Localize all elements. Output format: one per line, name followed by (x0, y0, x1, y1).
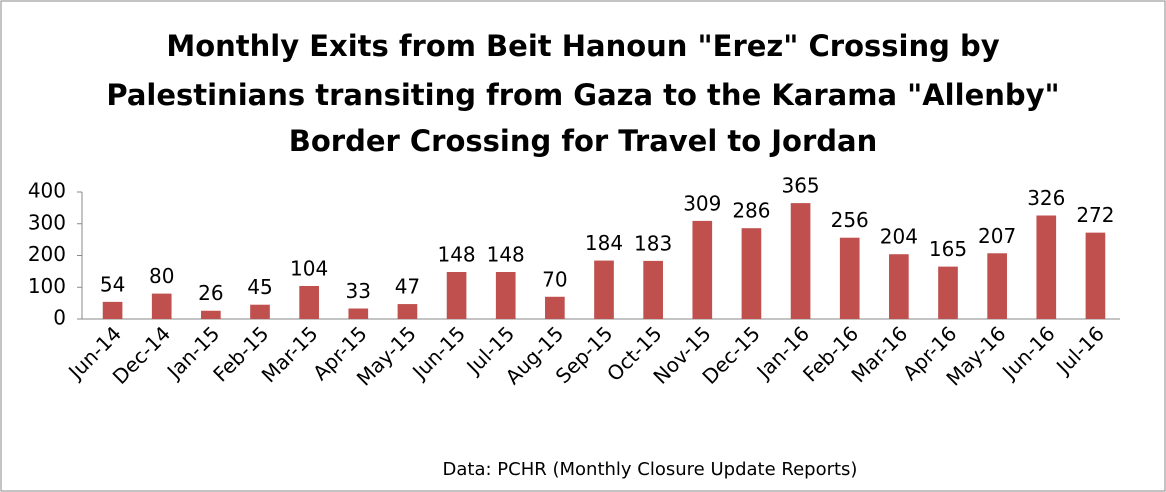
bar (594, 260, 614, 319)
data-label: 309 (683, 191, 721, 215)
data-label: 183 (634, 231, 672, 255)
bar (446, 272, 467, 319)
bar (495, 272, 516, 319)
data-label: 165 (929, 237, 967, 261)
data-label: 33 (346, 279, 371, 303)
data-label: 256 (831, 208, 869, 232)
bar (889, 254, 909, 319)
y-tick-label: 200 (28, 242, 66, 266)
data-label: 148 (437, 243, 475, 267)
data-label: 45 (247, 275, 272, 299)
source-note: Data: PCHR (Monthly Closure Update Repor… (443, 459, 858, 480)
y-tick-label: 400 (28, 179, 66, 203)
bar (790, 203, 811, 319)
data-label: 184 (585, 231, 623, 255)
y-tick-label: 0 (53, 306, 66, 330)
bar (250, 304, 270, 319)
data-label: 286 (732, 199, 770, 223)
bar (938, 266, 958, 319)
data-label: 148 (487, 243, 525, 267)
data-label: 365 (781, 174, 819, 198)
bar (987, 253, 1007, 319)
y-tick-label: 100 (28, 274, 66, 298)
bar (741, 228, 762, 319)
data-label: 26 (198, 281, 223, 305)
y-tick-label: 300 (28, 210, 66, 234)
bar (201, 310, 221, 319)
data-label: 326 (1027, 186, 1065, 210)
bar (1085, 232, 1106, 319)
data-label: 80 (149, 264, 174, 288)
bar (1036, 215, 1057, 319)
bar (692, 220, 713, 319)
chart-title: Border Crossing for Travel to Jordan (289, 124, 878, 158)
bar (397, 304, 418, 319)
bar (348, 308, 369, 319)
bar (545, 296, 565, 319)
data-label: 207 (978, 224, 1016, 248)
data-label: 104 (290, 256, 328, 280)
bar (839, 237, 860, 319)
bar (643, 260, 663, 319)
bar (102, 301, 123, 319)
chart-title: Palestinians transiting from Gaza to the… (106, 78, 1059, 112)
data-label: 272 (1076, 203, 1114, 227)
chart-title: Monthly Exits from Beit Hanoun "Erez" Cr… (166, 29, 999, 63)
data-label: 54 (100, 272, 125, 296)
data-label: 47 (395, 275, 420, 299)
bar (299, 285, 319, 319)
data-label: 70 (542, 267, 567, 291)
data-label: 204 (880, 225, 918, 249)
bar (151, 293, 172, 319)
